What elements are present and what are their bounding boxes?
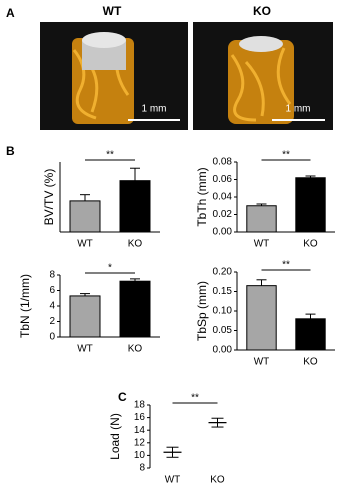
y-tick-label: 0.06 [213,174,233,185]
panel-label: C [118,390,127,404]
x-tick-label: WT [254,357,270,368]
image-label: WT [103,4,122,18]
panel-label: A [6,6,15,20]
x-tick-label: WT [77,344,93,355]
micro-ct-image: 1 mm [40,22,188,130]
bar [295,177,326,233]
significance-label: * [108,263,112,274]
y-tick-label: 2 [49,316,55,327]
y-axis-label: Load (N) [108,413,122,460]
x-tick-label: WT [254,239,270,250]
micro-ct-image: 1 mm [193,22,333,130]
scale-label: 1 mm [142,104,167,115]
y-tick-label: 0.04 [213,192,233,203]
bar [119,280,151,338]
y-tick-label: 10 [134,450,146,461]
y-tick-label: 12 [134,437,146,448]
y-tick-label: 0.02 [213,209,233,220]
y-tick-label: 0 [49,332,55,343]
y-tick-label: 8 [139,463,145,474]
significance-label: ** [282,150,290,161]
y-tick-label: 16 [134,412,146,423]
y-tick-label: 0.10 [213,306,233,317]
bar [69,200,101,233]
x-tick-label: WT [77,239,93,250]
significance-label: ** [106,150,114,161]
image-label: KO [253,4,271,18]
y-axis-label: TbTh (mm) [195,167,209,226]
y-axis-label: TbN (1/mm) [18,274,32,338]
y-tick-label: 0.15 [213,286,233,297]
y-tick-label: 6 [49,285,55,296]
y-tick-label: 0.05 [213,325,233,336]
y-tick-label: 14 [134,425,146,436]
x-tick-label: KO [210,475,225,486]
x-tick-label: KO [303,357,318,368]
x-tick-label: KO [128,344,143,355]
y-axis-label: BV/TV (%) [42,169,56,226]
x-tick-label: KO [128,239,143,250]
x-tick-label: WT [165,475,181,486]
y-axis-label: TbSp (mm) [195,281,209,341]
bar [246,285,277,351]
bar [119,180,151,233]
y-tick-label: 4 [49,301,55,312]
panel-label: B [6,144,15,158]
y-tick-label: 0.00 [213,227,233,238]
significance-label: ** [191,393,199,404]
y-tick-label: 18 [134,400,146,411]
y-tick-label: 8 [49,270,55,281]
significance-label: ** [282,260,290,271]
bar [69,295,101,338]
y-tick-label: 0.20 [213,267,233,278]
scale-label: 1 mm [286,104,311,115]
y-tick-label: 0.00 [213,345,233,356]
bar [246,205,277,233]
x-tick-label: KO [303,239,318,250]
y-tick-label: 0.08 [213,157,233,168]
bar [295,318,326,351]
